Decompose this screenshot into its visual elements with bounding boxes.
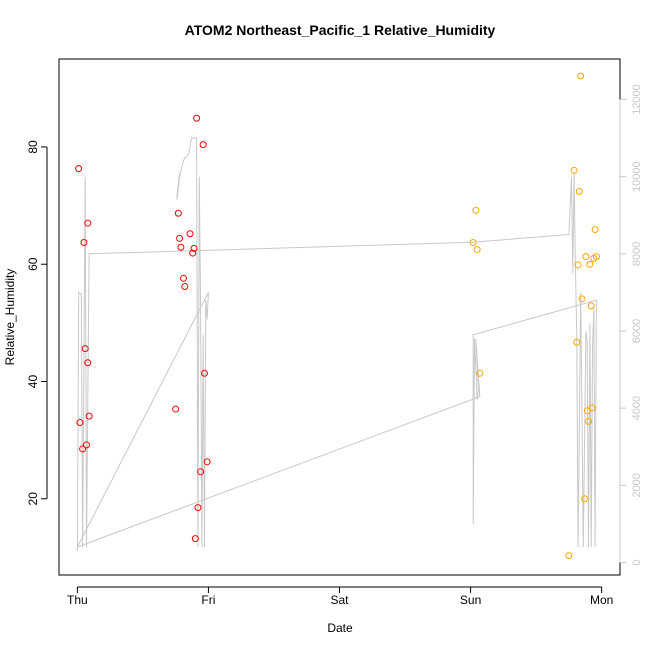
data-point-red	[83, 441, 91, 449]
data-point-red	[190, 244, 198, 252]
data-point-red	[200, 369, 208, 377]
y-axis-label: Relative_Humidity	[3, 269, 17, 366]
y2-tick-label: 10000	[631, 161, 643, 192]
data-point-orange	[583, 407, 591, 415]
data-point-orange	[565, 552, 573, 560]
data-point-red	[203, 458, 211, 466]
x-tick-label: Fri	[201, 593, 215, 607]
data-point-orange	[577, 72, 585, 80]
data-point-red	[81, 345, 89, 353]
data-point-orange	[469, 239, 477, 247]
data-point-orange	[582, 253, 590, 261]
data-point-orange	[591, 226, 599, 234]
data-point-orange	[587, 302, 595, 310]
y2-tick-label: 2000	[631, 473, 643, 497]
data-point-orange	[578, 295, 586, 303]
data-point-red	[189, 249, 197, 257]
data-point-red	[177, 243, 185, 251]
y-tick-label: 20	[26, 492, 40, 506]
data-point-red	[79, 445, 87, 453]
data-point-red	[181, 283, 189, 291]
data-point-orange	[574, 261, 582, 269]
data-point-red	[80, 239, 88, 247]
data-point-orange	[586, 260, 594, 268]
data-point-orange	[575, 188, 583, 196]
data-point-orange	[592, 253, 600, 261]
data-point-red	[76, 419, 84, 427]
data-point-red	[194, 504, 202, 512]
axes-layer: Thu Fri Sat Sun Mon 20 40 60 80 0 2000 4000 6000 8000…	[26, 84, 643, 607]
chart-title: ATOM2 Northeast_Pacific_1 Relative_Humid…	[185, 22, 496, 38]
y2-tick-label: 4000	[631, 396, 643, 420]
data-point-orange	[588, 404, 596, 412]
y-tick-label: 60	[26, 257, 40, 271]
x-tick-label: Sun	[460, 593, 481, 607]
data-point-orange	[585, 417, 593, 425]
x-axis-label: Date	[327, 621, 353, 635]
line-series	[76, 137, 597, 551]
y2-tick-label: 0	[631, 559, 643, 565]
data-point-red	[75, 165, 83, 173]
data-point-orange	[476, 369, 484, 377]
data-point-orange	[473, 246, 481, 254]
data-point-red	[186, 230, 194, 238]
y-tick-label: 80	[26, 140, 40, 154]
data-point-red	[172, 405, 180, 413]
data-point-red	[176, 234, 184, 242]
x-tick-label: Sat	[330, 593, 349, 607]
x-tick-label: Mon	[590, 593, 613, 607]
data-point-red	[84, 219, 92, 227]
data-point-red	[84, 359, 92, 367]
data-point-red	[193, 114, 201, 122]
x-tick-label: Thu	[67, 593, 88, 607]
data-point-red	[180, 274, 188, 282]
points-layer	[75, 72, 600, 560]
data-point-orange	[573, 338, 581, 346]
y-tick-label: 40	[26, 375, 40, 389]
data-point-red	[174, 209, 182, 217]
line-series-layer	[76, 137, 597, 551]
data-point-orange	[570, 166, 578, 174]
data-point-red	[191, 535, 199, 543]
data-point-red	[85, 412, 93, 420]
data-point-red	[197, 468, 205, 476]
y2-tick-label: 6000	[631, 319, 643, 343]
y2-tick-label: 12000	[631, 84, 643, 115]
data-point-orange	[472, 206, 480, 214]
y2-tick-label: 8000	[631, 242, 643, 266]
data-point-red	[199, 141, 207, 149]
data-point-orange	[581, 495, 589, 503]
